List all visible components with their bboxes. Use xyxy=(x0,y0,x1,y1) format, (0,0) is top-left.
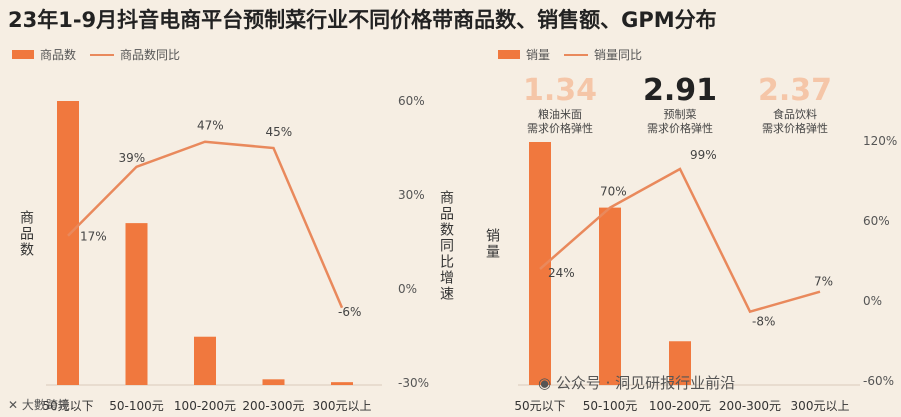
left-y-axis-title: 商品数 xyxy=(18,210,34,258)
left-y2-tick: -30% xyxy=(398,376,430,390)
right-y-axis-title: 销量 xyxy=(484,228,500,260)
footer-watermark: ◉ 公众号 · 洞见研报行业前沿 xyxy=(538,374,736,392)
right-bar xyxy=(599,207,621,385)
right-y2-tick: 120% xyxy=(863,134,898,148)
right-x-tick-label: 50元以下 xyxy=(514,399,565,413)
left-bar xyxy=(125,223,148,385)
legend-line-label: 销量同比 xyxy=(594,48,643,62)
elasticity-prepared-food: 2.91 预制菜 需求价格弹性 xyxy=(630,74,730,136)
left-line-data-label: 47% xyxy=(197,119,224,133)
left-x-tick-label: 200-300元 xyxy=(242,399,304,413)
legend-line-swatch xyxy=(90,53,115,56)
left-x-tick-label: 50-100元 xyxy=(109,399,164,413)
left-legend: 商品数 商品数同比 xyxy=(12,46,194,63)
left-line-data-label: -6% xyxy=(338,305,361,319)
right-legend: 销量 销量同比 xyxy=(498,46,656,63)
right-bar xyxy=(529,142,551,385)
right-bar xyxy=(669,341,691,385)
right-x-tick-label: 300元以上 xyxy=(791,399,850,413)
elasticity-label: 粮油米面 xyxy=(538,108,582,121)
elasticity-value: 2.91 xyxy=(642,73,718,108)
legend-line-swatch xyxy=(564,53,589,56)
right-line-data-label: 99% xyxy=(690,148,717,162)
right-line-data-label: -8% xyxy=(752,315,775,329)
elasticity-value: 1.34 xyxy=(522,73,598,108)
left-y2-tick: 30% xyxy=(398,188,425,202)
left-line-data-label: 17% xyxy=(80,230,107,244)
left-x-tick-label: 50元以下 xyxy=(42,399,93,413)
right-line-data-label: 24% xyxy=(548,266,575,280)
elasticity-food-beverage: 2.37 食品饮料 需求价格弹性 xyxy=(745,74,845,136)
left-line-data-label: 39% xyxy=(119,151,146,165)
left-x-tick-label: 100-200元 xyxy=(174,399,236,413)
legend-bar-swatch xyxy=(12,50,34,59)
right-x-tick-label: 100-200元 xyxy=(649,399,711,413)
left-bar xyxy=(262,379,285,385)
elasticity-value: 2.37 xyxy=(757,73,833,108)
left-bar xyxy=(57,101,79,385)
left-y2-axis-title: 商品数同比增速 xyxy=(438,190,454,302)
elasticity-label: 需求价格弹性 xyxy=(762,122,828,135)
right-line-data-label: 70% xyxy=(600,185,627,199)
legend-bar-label: 销量 xyxy=(526,48,551,62)
footer-watermark-text: 公众号 · 洞见研报行业前沿 xyxy=(555,374,736,392)
left-y2-tick: 0% xyxy=(398,282,418,296)
elasticity-label: 预制菜 xyxy=(663,108,697,121)
elasticity-label: 食品饮料 xyxy=(773,108,817,121)
footer-source-left: ✕ 大數跨境 xyxy=(8,398,70,412)
left-bar xyxy=(331,382,353,385)
right-line-series xyxy=(539,167,821,314)
left-line-data-label: 45% xyxy=(266,125,293,139)
right-y2-tick: -60% xyxy=(863,374,895,388)
elasticity-grain: 1.34 粮油米面 需求价格弹性 xyxy=(510,74,610,136)
page-title: 23年1-9月抖音电商平台预制菜行业不同价格带商品数、销售额、GPM分布 xyxy=(8,8,717,32)
left-line-series xyxy=(67,140,344,309)
right-y2-tick: 60% xyxy=(863,214,890,228)
right-x-tick-label: 200-300元 xyxy=(719,399,781,413)
legend-line-label: 商品数同比 xyxy=(120,48,181,62)
right-x-tick-label: 50-100元 xyxy=(583,399,638,413)
right-y2-tick: 0% xyxy=(863,294,883,308)
legend-bar-label: 商品数 xyxy=(40,48,77,62)
legend-bar-swatch xyxy=(498,50,520,59)
right-line-data-label: 7% xyxy=(814,275,833,289)
footer-source-text: 大數跨境 xyxy=(21,398,70,412)
elasticity-label: 需求价格弹性 xyxy=(527,122,593,135)
left-bar xyxy=(194,336,216,385)
left-y2-tick: 60% xyxy=(398,94,425,108)
left-x-tick-label: 300元以上 xyxy=(313,399,372,413)
elasticity-label: 需求价格弹性 xyxy=(647,122,713,135)
